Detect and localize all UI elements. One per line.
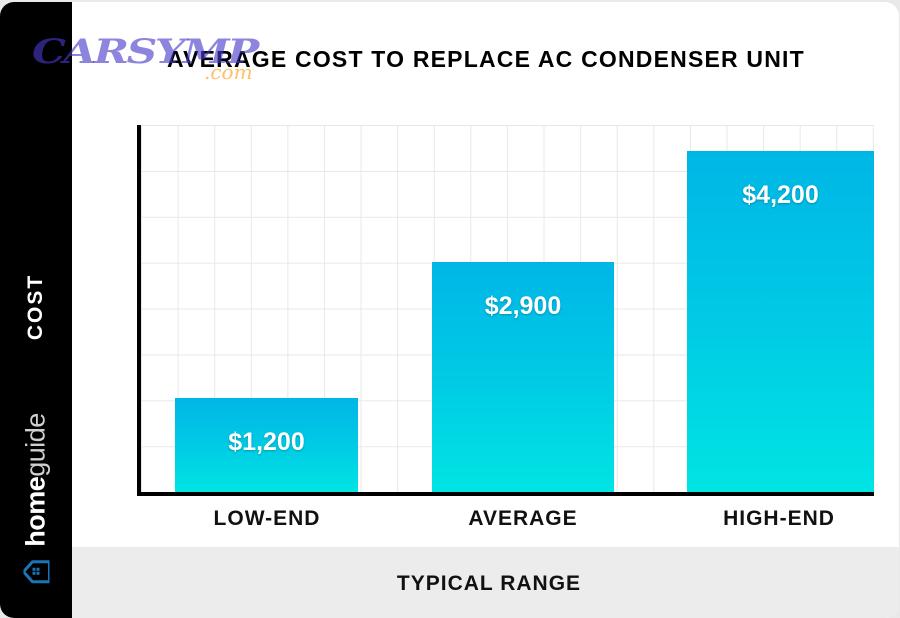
bar-value-label: $2,900 <box>484 292 562 320</box>
bar-low-end: $1,200 <box>175 398 358 492</box>
bar-average: $2,900 <box>432 262 614 492</box>
logo-text-guide: guide <box>20 413 51 477</box>
house-icon <box>23 560 49 584</box>
homeguide-logo: home guide <box>21 413 52 587</box>
chart-title: AVERAGE COST TO REPLACE AC CONDENSER UNI… <box>167 46 805 72</box>
logo-text-home: home <box>20 476 51 547</box>
x-axis-label: TYPICAL RANGE <box>396 572 582 595</box>
plot-area: $1,200 $2,900 $4,200 <box>137 125 874 496</box>
category-label-low-end: LOW-END <box>213 507 321 530</box>
x-axis-strip <box>72 547 899 618</box>
category-label-high-end: HIGH-END <box>723 507 835 530</box>
category-label-average: AVERAGE <box>468 507 578 530</box>
sidebar: COST home guide <box>0 2 72 618</box>
bar-value-label: $4,200 <box>742 181 819 209</box>
y-axis-label: COST <box>24 273 47 341</box>
bar-value-label: $1,200 <box>228 428 305 456</box>
bar-high-end: $4,200 <box>687 151 874 492</box>
